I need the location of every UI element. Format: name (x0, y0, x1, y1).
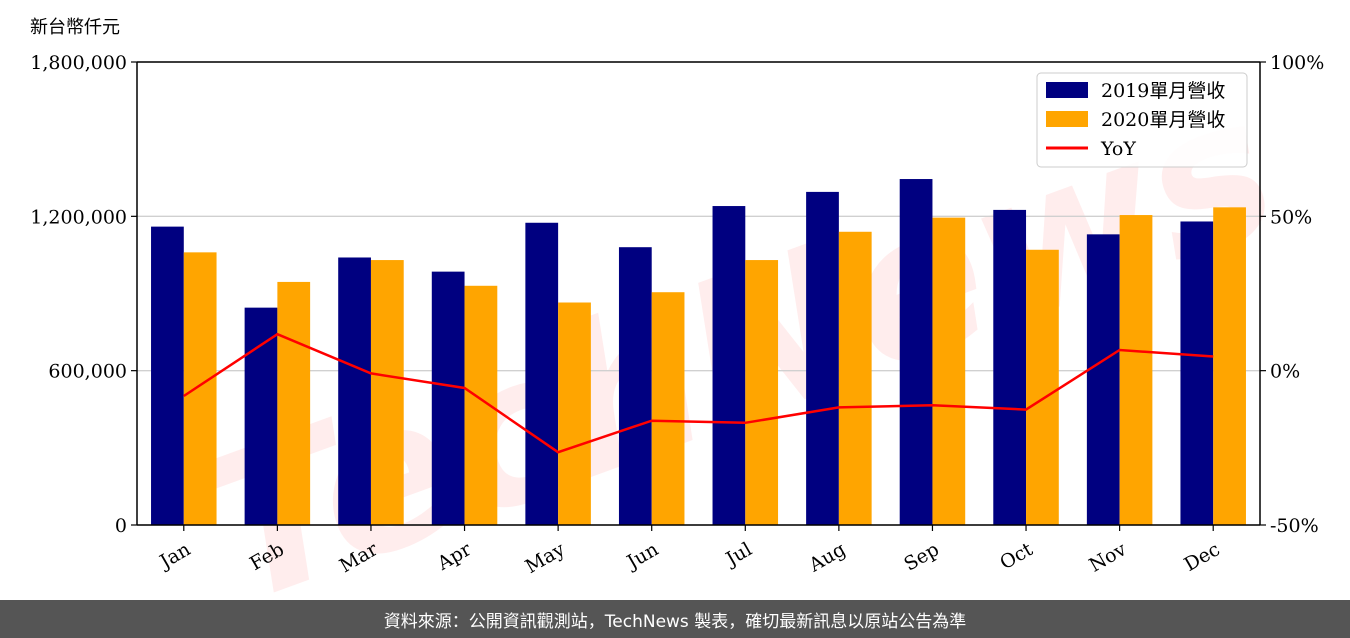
bar-2019 (806, 191, 839, 525)
x-tick-label: Aug (804, 538, 849, 577)
bar-2019 (338, 257, 371, 525)
right-tick-label: -50% (1270, 515, 1319, 537)
bar-2019 (899, 179, 933, 525)
x-tick-label: Jun (622, 538, 663, 574)
right-tick-label: 50% (1270, 206, 1312, 228)
bar-2019 (712, 206, 746, 526)
legend-label: 2019單月營收 (1101, 80, 1225, 102)
bar-2019 (525, 222, 559, 525)
bar-2020 (277, 281, 311, 525)
legend-box (1036, 72, 1248, 168)
left-tick-label: 600,000 (48, 361, 127, 383)
left-tick-label: 1,800,000 (30, 52, 127, 74)
bar-2019 (1086, 234, 1120, 526)
source-footer: 資料來源：公開資訊觀測站，TechNews 製表，確切最新訊息以原站公告為準 (0, 600, 1350, 638)
bar-2020 (183, 252, 217, 525)
legend-swatch (1046, 111, 1088, 127)
legend-swatch (1046, 82, 1088, 98)
bar-2020 (370, 260, 404, 525)
unit-label: 新台幣仟元 (30, 17, 120, 38)
bar-2020 (1213, 207, 1246, 525)
left-tick-label: 1,200,000 (30, 206, 127, 228)
bar-2019 (1180, 221, 1214, 525)
bar-2020 (558, 302, 591, 525)
bar-2019 (244, 307, 278, 525)
x-tick-label: Jul (721, 538, 756, 571)
bar-2019 (151, 226, 184, 525)
x-tick-label: Oct (996, 538, 1037, 574)
bar-2019 (993, 209, 1027, 525)
bar-2020 (464, 285, 498, 525)
yoy-line (183, 332, 1214, 454)
right-tick-label: 0% (1270, 361, 1300, 383)
chart: TechNews 新台幣仟元 0600,0001,200,0001,800,00… (30, 17, 1324, 600)
legend-label: 2020單月營收 (1101, 109, 1225, 131)
bar-2020 (1119, 215, 1153, 525)
x-tick-label: Jan (155, 538, 195, 574)
right-tick-label: 100% (1270, 52, 1324, 74)
legend-label: YoY (1100, 138, 1136, 160)
bar-2020 (932, 217, 966, 525)
x-tick-label: Nov (1086, 538, 1131, 577)
bar-2020 (1026, 249, 1059, 525)
bar-2019 (618, 247, 652, 525)
bar-2019 (431, 271, 465, 525)
left-tick-label: 0 (115, 515, 127, 537)
bar-2020 (745, 260, 779, 525)
x-tick-label: Sep (900, 538, 943, 575)
bar-2020 (651, 292, 685, 525)
bar-2020 (838, 231, 872, 525)
x-tick-label: Dec (1181, 538, 1224, 576)
